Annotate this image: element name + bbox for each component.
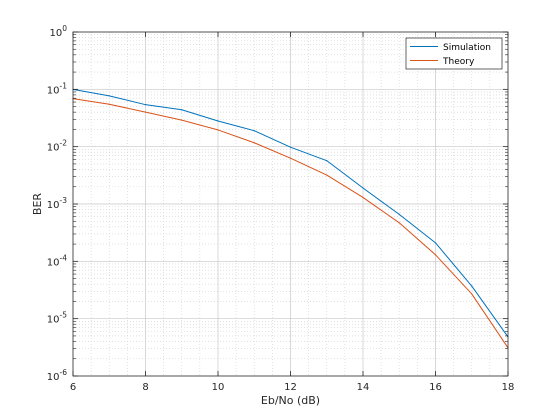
x-tick-label: 8: [142, 382, 148, 393]
legend-box: [405, 37, 503, 70]
data-point-theory: [217, 129, 219, 131]
data-point-simulation: [398, 213, 400, 215]
tick-marks: [72, 31, 509, 377]
data-point-simulation: [434, 242, 437, 244]
y-axis-label: BER: [31, 193, 44, 215]
y-tick-label: 10-3: [47, 196, 67, 211]
legend-label-theory: Theory: [442, 57, 475, 67]
data-point-theory: [471, 293, 473, 295]
data-point-simulation: [326, 160, 328, 162]
y-tick-label: 10-4: [47, 253, 67, 268]
y-tick-label: 10-1: [47, 81, 67, 96]
y-tick-label: 10-6: [47, 368, 67, 383]
x-tick-labels: 6 8 10 12 14 16 18: [70, 382, 515, 393]
x-tick-label: 12: [284, 382, 297, 393]
x-tick-label: 16: [429, 382, 442, 393]
data-point-theory: [181, 119, 183, 121]
data-point-simulation: [217, 120, 219, 122]
data-point-simulation: [289, 146, 292, 148]
y-tick-labels: 10-6 10-5 10-4 10-3 10-2 10-1 100: [47, 24, 67, 383]
x-axis-label: Eb/No (dB): [261, 394, 320, 407]
data-point-theory: [108, 103, 110, 105]
data-point-simulation: [181, 109, 183, 111]
data-point-theory: [253, 142, 255, 144]
data-point-theory: [326, 174, 328, 176]
data-point-theory: [362, 196, 364, 199]
data-point-simulation: [253, 130, 255, 132]
data-point-simulation: [362, 187, 364, 189]
data-point-theory: [434, 254, 437, 256]
x-tick-label: 18: [502, 382, 515, 393]
data-point-simulation: [144, 104, 147, 106]
data-point-simulation: [108, 95, 110, 97]
x-tick-label: 6: [70, 382, 76, 393]
y-tick-label: 100: [49, 24, 67, 39]
legend-label-simulation: Simulation: [443, 43, 491, 53]
y-tick-label: 10-2: [47, 139, 67, 154]
x-tick-label: 14: [357, 382, 370, 393]
data-point-simulation: [471, 285, 473, 287]
x-tick-label: 10: [212, 382, 225, 393]
legend: Simulation Theory: [405, 37, 503, 70]
data-point-theory: [398, 222, 400, 224]
data-point-theory: [289, 157, 292, 159]
major-grid: [73, 32, 508, 376]
y-tick-label: 10-5: [47, 311, 67, 326]
data-point-theory: [144, 111, 147, 113]
series-layer: [72, 88, 509, 349]
